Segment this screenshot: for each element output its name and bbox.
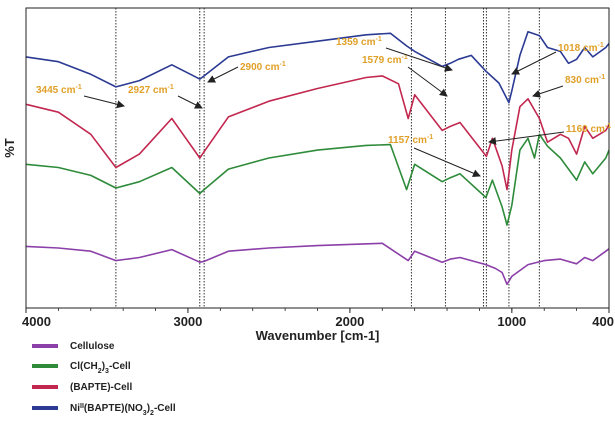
annotation-arrow [532, 85, 564, 98]
series-line-0 [25, 242, 610, 286]
annotation-arrow [511, 51, 557, 75]
x-tick-label: 3000 [173, 314, 202, 329]
annotation-arrow [177, 95, 203, 109]
peak-annotation: 2927 cm-1 [128, 84, 174, 96]
peak-annotation: 1157 cm-1 [388, 134, 433, 146]
legend-label-1: Cl(CH2)3-Cell [70, 361, 131, 375]
legend-label-0: Cellulose [70, 341, 115, 352]
peak-annotation: 1018 cm-1 [558, 42, 604, 54]
legend-label-2: (BAPTE)-Cell [70, 382, 132, 393]
peak-annotation: 1579 cm-1 [362, 54, 408, 66]
legend-swatch-0 [32, 344, 58, 348]
annotation-arrow [385, 47, 453, 72]
x-tick-label: 4000 [22, 314, 51, 329]
legend-label-3: NiII(BAPTE)(NO3)2-Cell [70, 403, 176, 417]
annotation-arrow [488, 131, 565, 146]
legend-swatch-3 [32, 406, 58, 410]
peak-annotation: 1160 cm-1 [566, 123, 611, 135]
peak-annotation: 1359 cm-1 [336, 36, 382, 48]
x-axis-title: Wavenumber [cm-1] [256, 328, 380, 343]
peak-annotation: 3445 cm-1 [36, 84, 82, 96]
x-tick-label: 1000 [497, 314, 526, 329]
annotation-arrow [83, 95, 125, 109]
legend-swatch-1 [32, 364, 58, 368]
series-line-3 [25, 30, 610, 104]
series-line-1 [25, 133, 610, 226]
x-tick-label: 400 [592, 314, 614, 329]
annotation-arrow [413, 147, 481, 177]
peak-annotation: 830 cm-1 [565, 74, 605, 86]
series-line-2 [25, 75, 610, 191]
legend-swatch-2 [32, 385, 58, 389]
annotation-arrow [407, 66, 448, 97]
peak-annotation: 2900 cm-1 [240, 61, 286, 73]
y-axis-title: %T [2, 138, 17, 158]
annotation-arrow [207, 66, 239, 83]
x-tick-label: 2000 [335, 314, 364, 329]
